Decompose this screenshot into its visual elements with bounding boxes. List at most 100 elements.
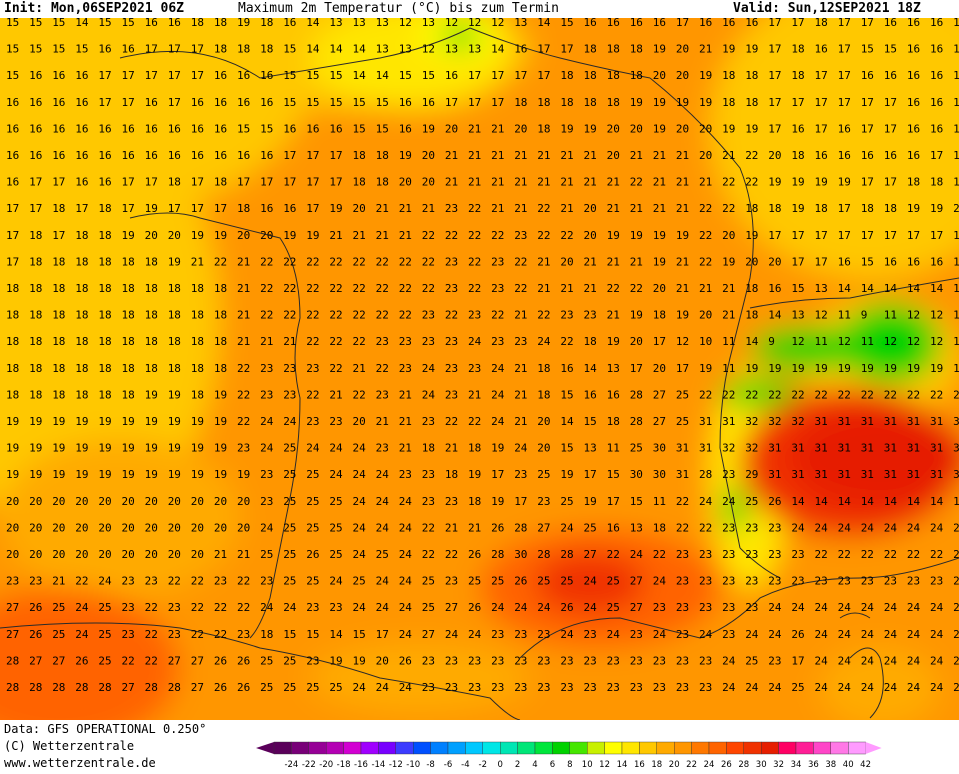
temperature-value: 14 [884, 495, 898, 508]
temperature-value: 18 [584, 43, 597, 56]
temperature-value: 22 [399, 255, 412, 268]
temperature-value: 31 [861, 468, 874, 481]
temperature-value: 20 [168, 548, 181, 561]
temperature-value: 25 [329, 495, 342, 508]
temperature-value: 19 [214, 442, 227, 455]
temperature-value: 23 [422, 335, 435, 348]
temperature-value: 17 [191, 176, 204, 189]
temperature-value: 28 [52, 681, 65, 694]
temperature-value: 27 [52, 654, 65, 667]
temperature-value: 22 [145, 654, 158, 667]
temperature-value: 16 [884, 18, 897, 29]
temperature-value: 16 [283, 122, 296, 135]
scale-tick-label: -20 [319, 760, 333, 770]
temperature-value: 19 [653, 229, 666, 242]
temperature-value: 30 [514, 548, 527, 561]
temperature-value: 15 [75, 43, 88, 56]
temperature-value: 28 [491, 548, 504, 561]
temperature-value: 16 [791, 122, 804, 135]
scale-color-box [639, 741, 657, 755]
temperature-value: 23 [560, 309, 573, 322]
temperature-value: 27 [653, 415, 666, 428]
temperature-value: 22 [237, 575, 250, 588]
temperature-value: 19 [745, 362, 758, 375]
temperature-value: 24 [329, 575, 343, 588]
temperature-value: 18 [145, 255, 158, 268]
temperature-value: 12 [422, 43, 435, 56]
temperature-value: 19 [653, 122, 666, 135]
temperature-value: 18 [98, 362, 111, 375]
temperature-value: 25 [537, 575, 550, 588]
temperature-value: 22 [237, 415, 250, 428]
temperature-value: 19 [98, 442, 111, 455]
temperature-value: 28 [168, 681, 181, 694]
temperature-value: 24 [815, 521, 829, 534]
temperature-value: 23 [768, 575, 781, 588]
temperature-value: 18 [122, 255, 135, 268]
temperature-value: 23 [514, 468, 527, 481]
temperature-value: 17 [98, 96, 111, 109]
temperature-value: 16 [653, 18, 666, 29]
temperature-value: 17 [491, 468, 504, 481]
temperature-value: 17 [815, 229, 828, 242]
temperature-value: 24 [283, 601, 297, 614]
temperature-value: 16 [514, 43, 527, 56]
temperature-value: 22 [306, 282, 319, 295]
temperature-value: 20 [52, 521, 65, 534]
temperature-value: 19 [29, 442, 42, 455]
temperature-value: 19 [422, 122, 435, 135]
temperature-value: 21 [630, 149, 643, 162]
temperature-value: 23 [422, 495, 435, 508]
temperature-value: 23 [699, 601, 712, 614]
temperature-value: 24 [399, 681, 413, 694]
temperature-value: 17 [468, 69, 481, 82]
temperature-value: 24 [491, 362, 505, 375]
temperature-value: 23 [884, 575, 897, 588]
temperature-value: 24 [353, 495, 367, 508]
temperature-value: 22 [306, 309, 319, 322]
temperature-value: 15 [607, 468, 620, 481]
temperature-value: 23 [468, 654, 481, 667]
temperature-value: 22 [422, 548, 435, 561]
temperature-value: 21 [607, 176, 620, 189]
temperature-value: 19 [699, 69, 712, 82]
temperature-value: 22 [168, 575, 181, 588]
temperature-value: 24 [884, 601, 898, 614]
temperature-value: 23 [329, 601, 342, 614]
temperature-value: 15 [260, 122, 273, 135]
temperature-value: 17 [491, 96, 504, 109]
scale-tick-label: 4 [532, 760, 537, 770]
temperature-value: 18 [907, 176, 920, 189]
temperature-value: 25 [306, 681, 319, 694]
scale-tick-label: -10 [406, 760, 420, 770]
scale-color-box [534, 741, 553, 755]
temperature-value: 25 [676, 388, 689, 401]
temperature-value: 18 [168, 362, 181, 375]
temperature-value: 23 [630, 654, 643, 667]
scale-color-box [604, 741, 623, 755]
temperature-value: 15 [630, 495, 643, 508]
temperature-value: 16 [122, 43, 135, 56]
temperature-value: 21 [283, 335, 296, 348]
temperature-value: 21 [491, 122, 504, 135]
temperature-value: 21 [468, 521, 481, 534]
temperature-value: 16 [145, 122, 158, 135]
temperature-value: 32 [745, 442, 758, 455]
temperature-value: 19 [676, 309, 689, 322]
temperature-value: 22 [445, 229, 458, 242]
temperature-value: 24 [722, 495, 736, 508]
temperature-value: 21 [237, 335, 250, 348]
temperature-value: 24 [491, 601, 505, 614]
temperature-value: 21 [537, 282, 550, 295]
temperature-value: 23 [676, 575, 689, 588]
coastlines-borders [0, 27, 959, 720]
temperature-value: 21 [584, 149, 597, 162]
temperature-value: 19 [722, 43, 735, 56]
temperature-value: 18 [468, 442, 481, 455]
temperature-value: 22 [445, 309, 458, 322]
temperature-value: 17 [52, 176, 65, 189]
temperature-value: 25 [283, 548, 296, 561]
temperature-value: 18 [537, 96, 550, 109]
temperature-value: 16 [6, 149, 19, 162]
temperature-value: 17 [52, 229, 65, 242]
